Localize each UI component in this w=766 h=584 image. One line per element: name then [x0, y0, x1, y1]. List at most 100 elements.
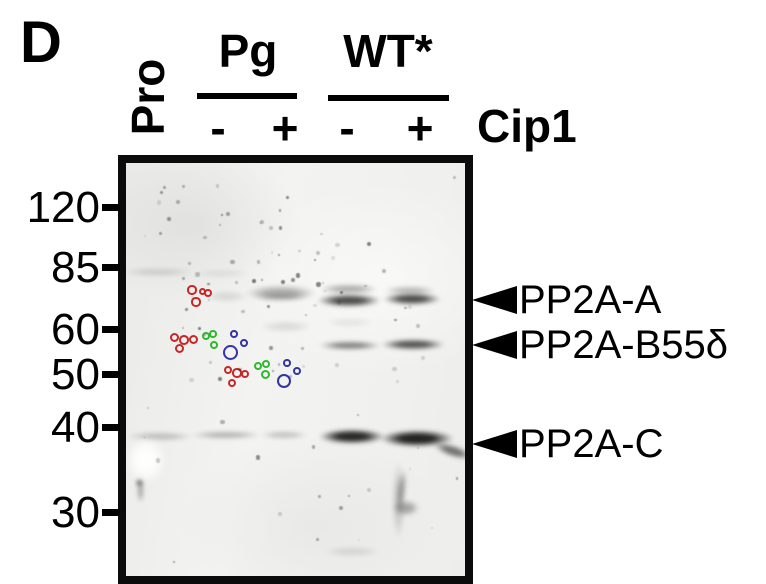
annotation-circle-blue: [222, 344, 238, 360]
blot-band-pp2a-b55δ: [381, 338, 445, 350]
condition-sign: -: [210, 102, 226, 154]
band-label: PP2A-A: [519, 278, 662, 322]
noise-speck: [203, 235, 207, 240]
noise-speck: [311, 445, 316, 449]
noise-speck: [156, 200, 162, 205]
arrowhead-left-icon: [472, 331, 517, 359]
noise-speck: [185, 308, 189, 312]
noise-speck: [272, 370, 275, 373]
blot-smudge: [324, 546, 380, 556]
noise-speck: [235, 280, 239, 284]
blot-band-pp2a-a-fuzz: [320, 284, 378, 294]
annotation-circle-blue: [277, 374, 291, 388]
band-label: PP2A-B55δ: [519, 323, 729, 367]
noise-speck: [347, 495, 350, 497]
noise-speck: [364, 285, 367, 288]
noise-speck: [286, 196, 290, 200]
noise-speck: [256, 260, 261, 264]
annotation-circle-green: [209, 330, 217, 338]
noise-speck: [209, 361, 212, 364]
annotation-circle-blue: [230, 330, 238, 338]
noise-speck: [296, 273, 301, 278]
mw-marker-label: 50: [51, 350, 100, 399]
annotation-circle-red: [227, 378, 237, 388]
noise-speck: [220, 420, 225, 425]
noise-speck: [269, 226, 274, 231]
noise-speck: [195, 272, 200, 277]
noise-speck: [155, 458, 161, 463]
mw-tick: [102, 509, 120, 516]
annotation-circle-red: [188, 334, 198, 344]
noise-speck: [430, 526, 434, 530]
noise-speck: [173, 560, 176, 564]
annotation-circle-green: [209, 340, 219, 350]
noise-speck: [259, 222, 262, 225]
noise-speck: [392, 366, 397, 372]
noise-speck: [404, 307, 407, 310]
noise-speck: [289, 374, 293, 378]
noise-speck: [181, 327, 185, 330]
treatment-label: Cip1: [477, 100, 577, 152]
noise-speck: [298, 249, 301, 253]
noise-speck: [144, 234, 147, 237]
noise-speck: [357, 414, 359, 416]
annotation-circle-red: [223, 365, 233, 375]
blot-bright-spot: [126, 436, 167, 484]
mw-tick: [102, 371, 120, 378]
group-label-pg: Pg: [218, 25, 278, 77]
blot-band-pp2a-a: [245, 285, 317, 301]
noise-speck: [278, 254, 281, 257]
noise-speck: [301, 346, 305, 350]
mw-marker-label: 85: [51, 243, 100, 292]
noise-speck: [335, 363, 339, 367]
mw-tick: [102, 204, 120, 211]
noise-speck: [358, 539, 361, 541]
noise-speck: [291, 278, 295, 282]
blot-band-pp2a-a-fuzz: [384, 285, 436, 295]
group-underline: [197, 93, 297, 99]
noise-speck: [226, 212, 231, 217]
noise-speck: [396, 380, 399, 383]
noise-speck: [230, 259, 235, 265]
noise-speck: [319, 232, 323, 236]
mw-tick: [102, 264, 120, 271]
blot-band-pp2a-a: [383, 293, 441, 305]
annotation-circle-red: [203, 288, 213, 298]
blot-smudge: [260, 320, 312, 332]
noise-speck: [281, 280, 286, 284]
noise-speck: [301, 364, 306, 369]
noise-speck: [335, 242, 340, 248]
noise-speck: [189, 377, 194, 382]
blot-band-pp2a-a: [317, 293, 381, 307]
noise-speck: [191, 295, 195, 299]
noise-speck: [181, 276, 186, 281]
noise-speck: [188, 262, 191, 265]
noise-speck: [182, 185, 185, 188]
noise-speck: [218, 376, 223, 382]
annotation-circle-blue: [292, 366, 302, 376]
annotation-circle-red: [187, 285, 197, 295]
noise-speck: [367, 488, 372, 493]
noise-speck: [323, 289, 327, 293]
group-underline: [328, 95, 449, 101]
condition-sign: +: [271, 102, 299, 154]
blot-band-pp2a-a: [253, 291, 309, 301]
noise-speck: [278, 209, 282, 212]
blot-smudge: [326, 317, 374, 327]
blot-band-pp2a-b55δ: [319, 340, 381, 350]
blot-smudge: [194, 269, 250, 277]
noise-speck: [339, 505, 344, 511]
noise-speck: [159, 232, 163, 236]
noise-speck: [278, 512, 282, 516]
blot-image: [118, 155, 473, 584]
mw-marker-label: 120: [26, 183, 100, 232]
noise-speck: [416, 323, 421, 328]
annotation-circle-red: [232, 368, 242, 378]
blot-smudge: [391, 461, 405, 539]
noise-speck: [207, 283, 210, 286]
noise-speck: [409, 468, 411, 470]
mw-tick: [102, 424, 120, 431]
annotation-circle-red: [169, 332, 179, 342]
mw-tick: [102, 326, 120, 333]
